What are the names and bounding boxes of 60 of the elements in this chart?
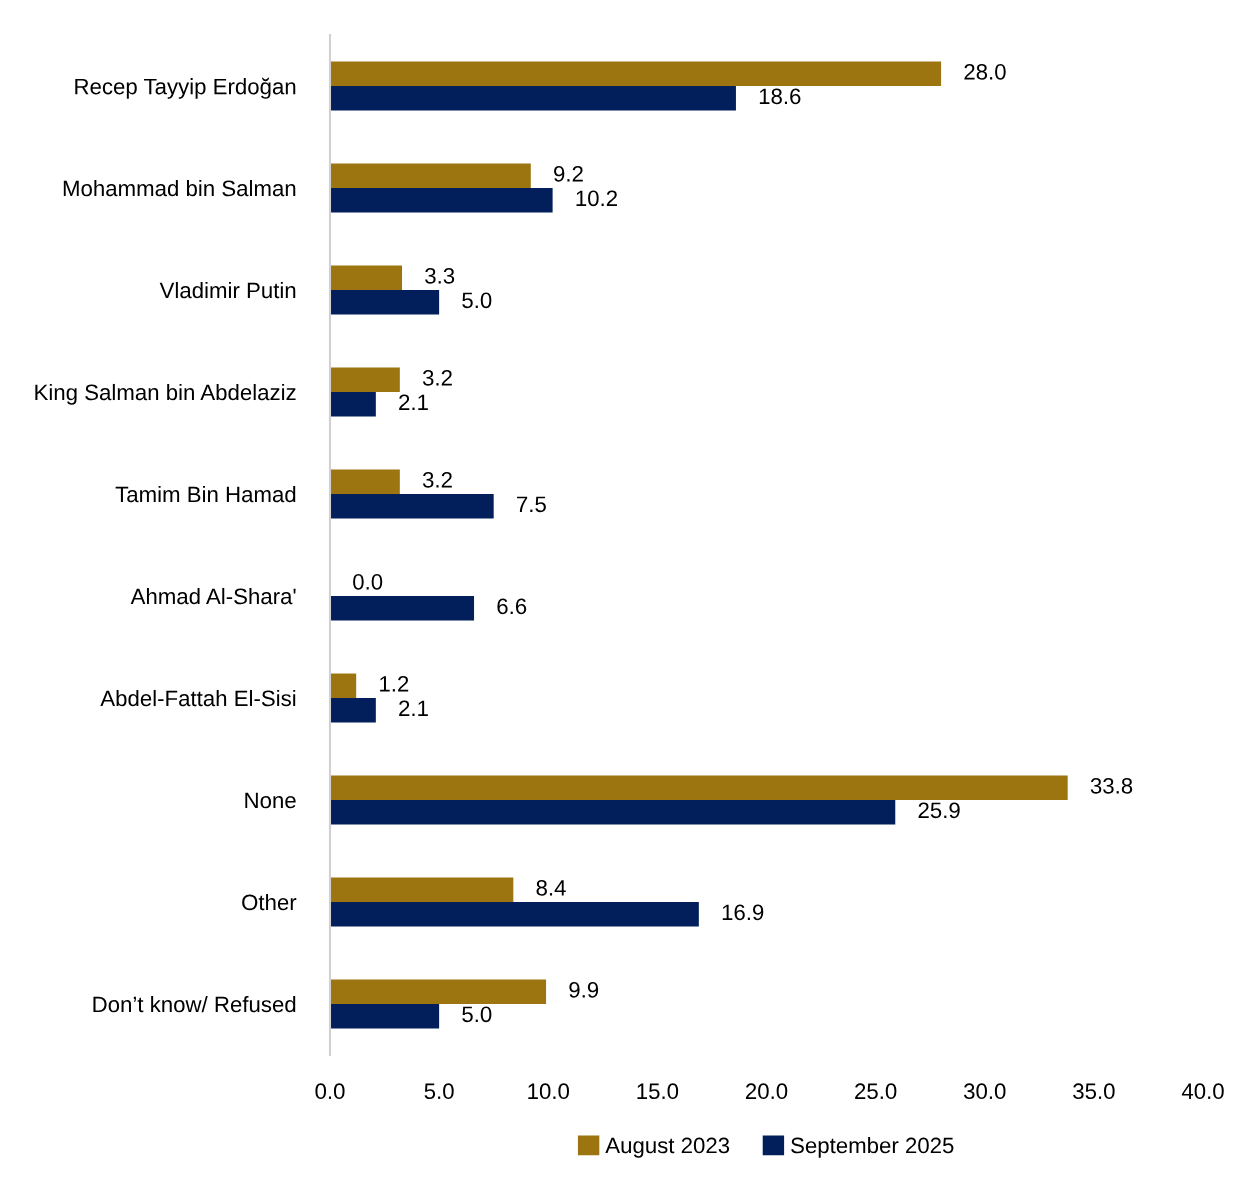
bar: [330, 494, 494, 519]
data-label: 6.6: [497, 598, 527, 615]
bar: [330, 86, 736, 111]
data-label: 5.0: [462, 292, 492, 309]
bar: [330, 596, 475, 621]
bar: [330, 902, 699, 927]
data-label: 9.9: [569, 981, 599, 998]
data-label: 9.2: [554, 165, 583, 182]
bar: [330, 265, 403, 290]
data-label: 2.1: [399, 700, 428, 716]
data-label: 25.9: [918, 802, 960, 819]
data-label: 1.2: [380, 675, 409, 692]
bar: [330, 800, 896, 825]
bar: [330, 188, 553, 213]
data-label: 3.2: [422, 369, 452, 386]
data-label: 16.9: [722, 904, 764, 921]
data-label: 18.6: [759, 88, 801, 105]
bar: [330, 877, 514, 902]
y-tick-label: Tamim Bin Hamad: [115, 485, 296, 503]
data-label: 0.0: [353, 573, 383, 590]
y-tick-label: Abdel-Fattah El-Sisi: [100, 689, 296, 707]
x-tick-label: 5.0: [424, 1083, 454, 1100]
bar: [330, 61, 942, 86]
y-tick-label: Mohammad bin Salman: [63, 179, 296, 197]
y-tick-label: Vladimir Putin: [159, 281, 296, 299]
y-tick-label: Recep Tayyip Erdoğan: [75, 77, 296, 99]
y-tick-label: King Salman bin Abdelaziz: [35, 383, 296, 405]
x-tick-label: 35.0: [1073, 1083, 1115, 1100]
y-tick-label: Other: [242, 893, 297, 911]
data-label: 3.3: [425, 267, 455, 284]
bar: [330, 290, 440, 315]
bar: [330, 163, 531, 188]
legend-label: August 2023: [605, 1137, 730, 1158]
data-label: 5.0: [462, 1006, 492, 1023]
data-label: 7.5: [517, 496, 546, 513]
x-tick-label: 15.0: [637, 1083, 679, 1100]
x-tick-label: 0.0: [315, 1083, 345, 1100]
data-label: 3.2: [422, 471, 452, 488]
bar: [330, 367, 400, 392]
x-tick-label: 40.0: [1181, 1083, 1224, 1100]
data-label: 33.8: [1090, 777, 1133, 794]
bar: [330, 392, 376, 417]
bar: [330, 469, 400, 494]
x-tick-label: 30.0: [963, 1083, 1006, 1100]
legend-label: September 2025: [791, 1136, 954, 1158]
data-label: 2.1: [399, 394, 428, 410]
bar: [330, 698, 376, 723]
x-tick-label: 20.0: [745, 1083, 788, 1100]
data-label: 28.0: [964, 63, 1006, 80]
bar: [330, 775, 1068, 800]
y-tick-label: None: [245, 792, 296, 809]
bar: [330, 979, 547, 1004]
data-label: 8.4: [536, 879, 566, 896]
bar: [330, 1004, 440, 1029]
y-tick-label: Ahmad Al-Shara': [130, 587, 296, 605]
x-tick-label: 25.0: [855, 1083, 897, 1100]
data-label: 10.2: [576, 190, 617, 207]
x-tick-label: 10.0: [528, 1083, 570, 1100]
bar: [330, 673, 357, 698]
y-tick-label: Don’t know/ Refused: [93, 995, 296, 1013]
